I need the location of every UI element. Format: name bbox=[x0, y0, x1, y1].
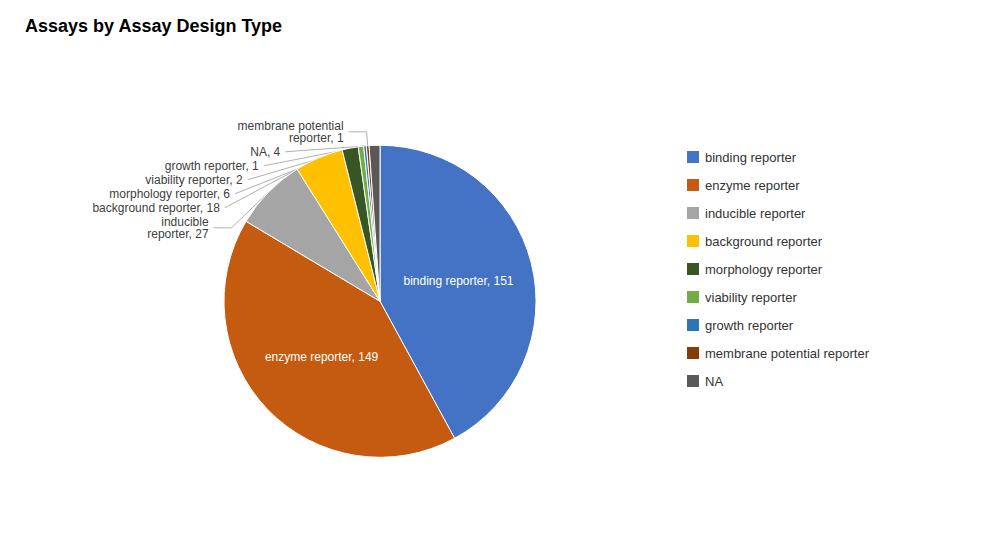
svg-text:inducible reporter: inducible reporter bbox=[705, 206, 806, 221]
svg-text:growth reporter: growth reporter bbox=[705, 318, 794, 333]
svg-text:NA: NA bbox=[705, 374, 723, 389]
svg-text:NA, 4: NA, 4 bbox=[250, 145, 280, 159]
svg-text:enzyme reporter, 149: enzyme reporter, 149 bbox=[265, 350, 379, 364]
svg-text:viability reporter, 2: viability reporter, 2 bbox=[145, 173, 243, 187]
svg-text:membrane potential: membrane potential bbox=[237, 118, 344, 133]
svg-text:inducible: inducible bbox=[161, 214, 209, 229]
svg-text:reporter, 27: reporter, 27 bbox=[147, 227, 209, 241]
svg-text:reporter, 1: reporter, 1 bbox=[289, 131, 344, 145]
svg-text:background reporter: background reporter bbox=[705, 234, 823, 249]
svg-text:enzyme reporter: enzyme reporter bbox=[705, 178, 800, 193]
svg-text:morphology reporter: morphology reporter bbox=[705, 262, 823, 277]
svg-text:growth reporter, 1: growth reporter, 1 bbox=[165, 159, 259, 173]
svg-text:viability reporter: viability reporter bbox=[705, 290, 797, 305]
svg-text:membrane potential reporter: membrane potential reporter bbox=[705, 346, 870, 361]
svg-text:morphology reporter, 6: morphology reporter, 6 bbox=[109, 187, 230, 201]
svg-text:binding reporter, 151: binding reporter, 151 bbox=[403, 274, 513, 288]
svg-text:Assays by Assay Design Type: Assays by Assay Design Type bbox=[25, 16, 282, 36]
svg-text:binding reporter: binding reporter bbox=[705, 150, 797, 165]
svg-text:background reporter, 18: background reporter, 18 bbox=[92, 201, 220, 215]
